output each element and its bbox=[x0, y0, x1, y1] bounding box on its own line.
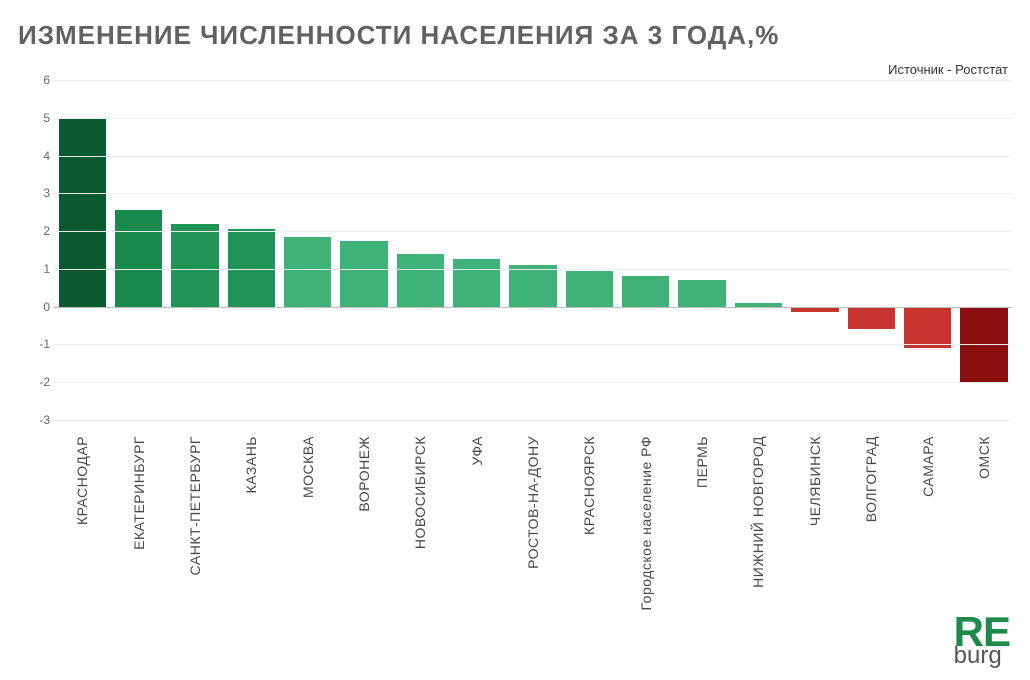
x-label-slot: ВОРОНЕЖ bbox=[336, 430, 392, 662]
bar bbox=[171, 224, 218, 307]
x-label-slot: ЧЕЛЯБИНСК bbox=[787, 430, 843, 662]
x-label-slot: Городское население РФ bbox=[618, 430, 674, 662]
bar bbox=[340, 241, 387, 307]
bar bbox=[678, 280, 725, 306]
y-tick-label: 4 bbox=[24, 149, 50, 163]
logo: RE burg bbox=[954, 614, 1010, 666]
x-axis-label: ВОЛГОГРАД bbox=[863, 436, 879, 522]
bar-slot bbox=[787, 80, 843, 420]
bar-slot bbox=[167, 80, 223, 420]
bar bbox=[904, 307, 951, 349]
bar-slot bbox=[110, 80, 166, 420]
x-axis-label: НИЖНИЙ НОВГОРОД bbox=[750, 436, 766, 588]
x-axis-label: ВОРОНЕЖ bbox=[356, 436, 372, 512]
bar-slot bbox=[392, 80, 448, 420]
bar-slot bbox=[54, 80, 110, 420]
x-axis-label: САМАРА bbox=[920, 436, 936, 497]
x-label-slot: РОСТОВ-НА-ДОНУ bbox=[505, 430, 561, 662]
x-label-slot: КРАСНОЯРСК bbox=[561, 430, 617, 662]
x-axis-label: ЕКАТЕРИНБУРГ bbox=[131, 436, 147, 550]
y-tick-label: 0 bbox=[24, 300, 50, 314]
chart-container: ИЗМЕНЕНИЕ ЧИСЛЕННОСТИ НАСЕЛЕНИЯ ЗА 3 ГОД… bbox=[0, 0, 1030, 680]
y-tick-label: -1 bbox=[24, 337, 50, 351]
x-axis-label: КРАСНОДАР bbox=[74, 436, 90, 525]
x-axis-label: УФА bbox=[469, 436, 485, 466]
x-axis-label: КАЗАНЬ bbox=[243, 436, 259, 493]
chart-area: -3-2-10123456 КРАСНОДАРЕКАТЕРИНБУРГСАНКТ… bbox=[18, 70, 1012, 662]
grid-line bbox=[54, 382, 1012, 383]
x-label-slot: ЕКАТЕРИНБУРГ bbox=[110, 430, 166, 662]
bar-slot bbox=[674, 80, 730, 420]
x-label-slot: КРАСНОДАР bbox=[54, 430, 110, 662]
y-tick-label: 3 bbox=[24, 186, 50, 200]
y-tick-label: 6 bbox=[24, 73, 50, 87]
bar bbox=[509, 265, 556, 307]
y-tick-label: 1 bbox=[24, 262, 50, 276]
bar-slot bbox=[843, 80, 899, 420]
x-label-slot: МОСКВА bbox=[279, 430, 335, 662]
bar-slot bbox=[505, 80, 561, 420]
x-axis-label: ОМСК bbox=[976, 436, 992, 479]
x-axis-label: РОСТОВ-НА-ДОНУ bbox=[525, 436, 541, 569]
bar bbox=[453, 259, 500, 306]
x-axis-label: НОВОСИБИРСК bbox=[412, 436, 428, 549]
y-tick-label: 2 bbox=[24, 224, 50, 238]
y-tick-label: -3 bbox=[24, 413, 50, 427]
chart-title: ИЗМЕНЕНИЕ ЧИСЛЕННОСТИ НАСЕЛЕНИЯ ЗА 3 ГОД… bbox=[18, 20, 1012, 51]
bar-slot bbox=[899, 80, 955, 420]
bar-slot bbox=[618, 80, 674, 420]
bar-slot bbox=[336, 80, 392, 420]
x-label-slot: ВОЛГОГРАД bbox=[843, 430, 899, 662]
grid-line bbox=[54, 231, 1012, 232]
bar bbox=[284, 237, 331, 307]
bar bbox=[566, 271, 613, 307]
x-label-slot: САНКТ-ПЕТЕРБУРГ bbox=[167, 430, 223, 662]
grid-line bbox=[54, 156, 1012, 157]
grid-line bbox=[54, 307, 1012, 308]
bar bbox=[397, 254, 444, 307]
x-label-slot: УФА bbox=[449, 430, 505, 662]
x-label-slot: САМАРА bbox=[899, 430, 955, 662]
plot-area: -3-2-10123456 bbox=[54, 80, 1012, 420]
x-axis-label: МОСКВА bbox=[300, 436, 316, 498]
bar-slot bbox=[279, 80, 335, 420]
x-axis-label: КРАСНОЯРСК bbox=[581, 436, 597, 535]
x-label-slot: КАЗАНЬ bbox=[223, 430, 279, 662]
bars-group bbox=[54, 80, 1012, 420]
bar bbox=[848, 307, 895, 330]
logo-bottom: burg bbox=[954, 646, 1010, 666]
grid-line bbox=[54, 118, 1012, 119]
x-label-slot: НОВОСИБИРСК bbox=[392, 430, 448, 662]
bar-slot bbox=[956, 80, 1012, 420]
bar bbox=[115, 210, 162, 306]
y-tick-label: -2 bbox=[24, 375, 50, 389]
grid-line bbox=[54, 269, 1012, 270]
bar-slot bbox=[223, 80, 279, 420]
x-axis-label: САНКТ-ПЕТЕРБУРГ bbox=[187, 436, 203, 575]
x-axis-label: ЧЕЛЯБИНСК bbox=[807, 436, 823, 526]
x-label-slot: ПЕРМЬ bbox=[674, 430, 730, 662]
x-axis-label: Городское население РФ bbox=[638, 436, 654, 610]
grid-line bbox=[54, 420, 1012, 421]
bar-slot bbox=[730, 80, 786, 420]
grid-line bbox=[54, 344, 1012, 345]
y-tick-label: 5 bbox=[24, 111, 50, 125]
x-axis-labels: КРАСНОДАР ЕКАТЕРИНБУРГ САНКТ-ПЕТЕРБУРГ КАЗА… bbox=[54, 430, 1012, 662]
grid-line bbox=[54, 80, 1012, 81]
grid-line bbox=[54, 193, 1012, 194]
bar bbox=[622, 276, 669, 306]
bar-slot bbox=[561, 80, 617, 420]
bar bbox=[59, 118, 106, 307]
bar-slot bbox=[449, 80, 505, 420]
x-axis-label: ПЕРМЬ bbox=[694, 436, 710, 488]
x-label-slot: НИЖНИЙ НОВГОРОД bbox=[730, 430, 786, 662]
